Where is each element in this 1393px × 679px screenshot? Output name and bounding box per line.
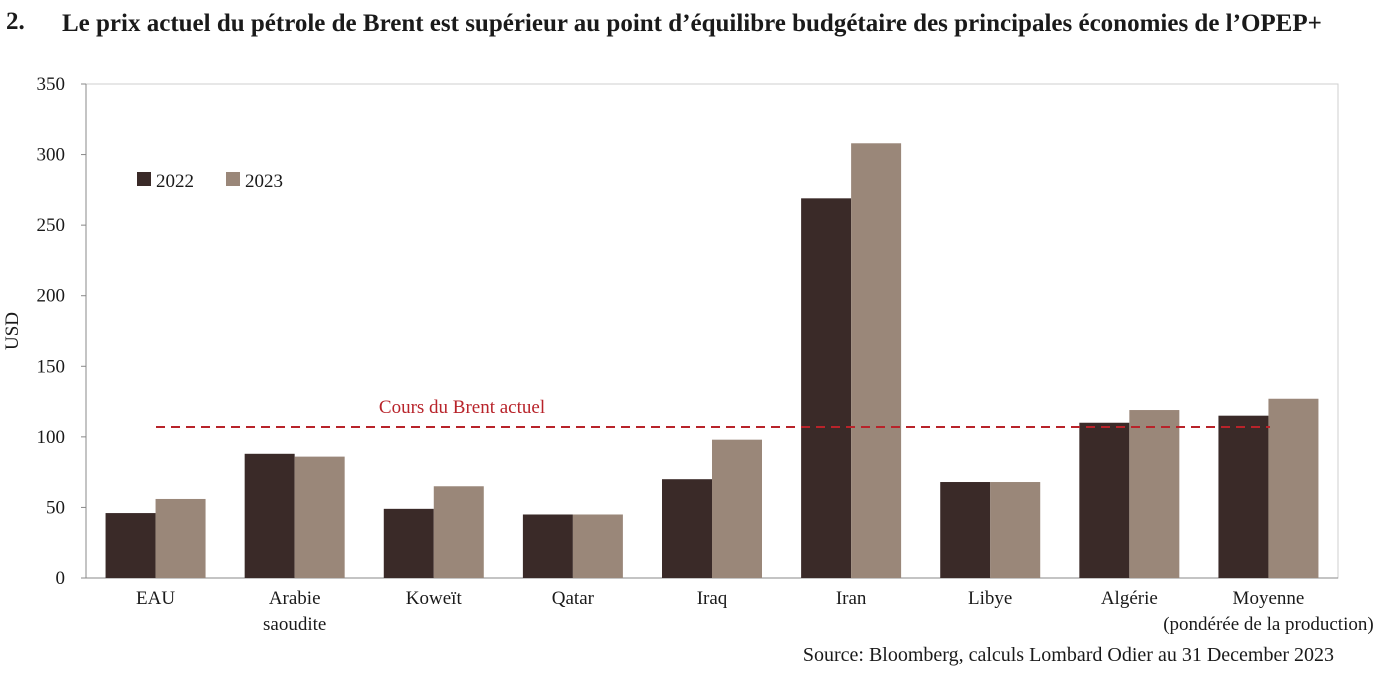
bar-2022: [244, 453, 295, 578]
y-tick-label: 100: [37, 427, 66, 448]
legend-swatch-2023: [226, 172, 240, 186]
bar-2022: [383, 508, 434, 578]
chart-title: Le prix actuel du pétrole de Brent est s…: [62, 10, 1322, 37]
bar-2023: [990, 482, 1041, 578]
bar-2023: [712, 439, 762, 578]
bar-2023: [294, 456, 345, 578]
legend-label-2023: 2023: [245, 171, 283, 192]
x-tick-label: Koweït: [406, 588, 463, 609]
x-tick-label: Libye: [968, 588, 1012, 609]
y-axis-label: USD: [2, 312, 23, 350]
bar-2023: [851, 143, 902, 578]
bar-2023: [1268, 398, 1319, 578]
bar-2022: [522, 514, 573, 578]
brent-reference-label: Cours du Brent actuel: [379, 397, 545, 418]
bar-2022: [1079, 422, 1130, 578]
source-note: Source: Bloomberg, calculs Lombard Odier…: [802, 644, 1334, 666]
y-tick-label: 350: [37, 74, 66, 95]
legend-label-2022: 2022: [156, 171, 194, 192]
bar-2023: [155, 498, 206, 578]
bar-2022: [105, 513, 156, 578]
bar-2023: [433, 486, 484, 578]
x-tick-label: Iran: [836, 588, 867, 609]
bar-2022: [662, 479, 712, 578]
y-tick-label: 300: [37, 145, 66, 166]
y-tick-label: 0: [56, 568, 66, 589]
bar-2022: [1218, 415, 1269, 578]
y-tick-label: 150: [37, 356, 66, 377]
x-tick-label: Arabie: [269, 588, 321, 609]
x-tick-label: EAU: [136, 588, 175, 609]
x-tick-label: Moyenne: [1233, 588, 1305, 609]
bar-2023: [572, 514, 623, 578]
x-tick-label: Algérie: [1101, 588, 1158, 609]
y-tick-label: 250: [37, 215, 66, 236]
x-tick-label: (pondérée de la production): [1163, 614, 1374, 635]
x-tick-label: saoudite: [263, 614, 326, 635]
bar-2022: [940, 482, 991, 578]
bar-2023: [1129, 410, 1180, 578]
x-tick-label: Qatar: [552, 588, 595, 609]
bar-2022: [801, 198, 852, 578]
y-tick-label: 50: [46, 497, 65, 518]
chart-number: 2.: [6, 8, 25, 35]
x-tick-label: Iraq: [697, 588, 728, 609]
legend-swatch-2022: [137, 172, 151, 186]
y-tick-label: 200: [37, 286, 66, 307]
